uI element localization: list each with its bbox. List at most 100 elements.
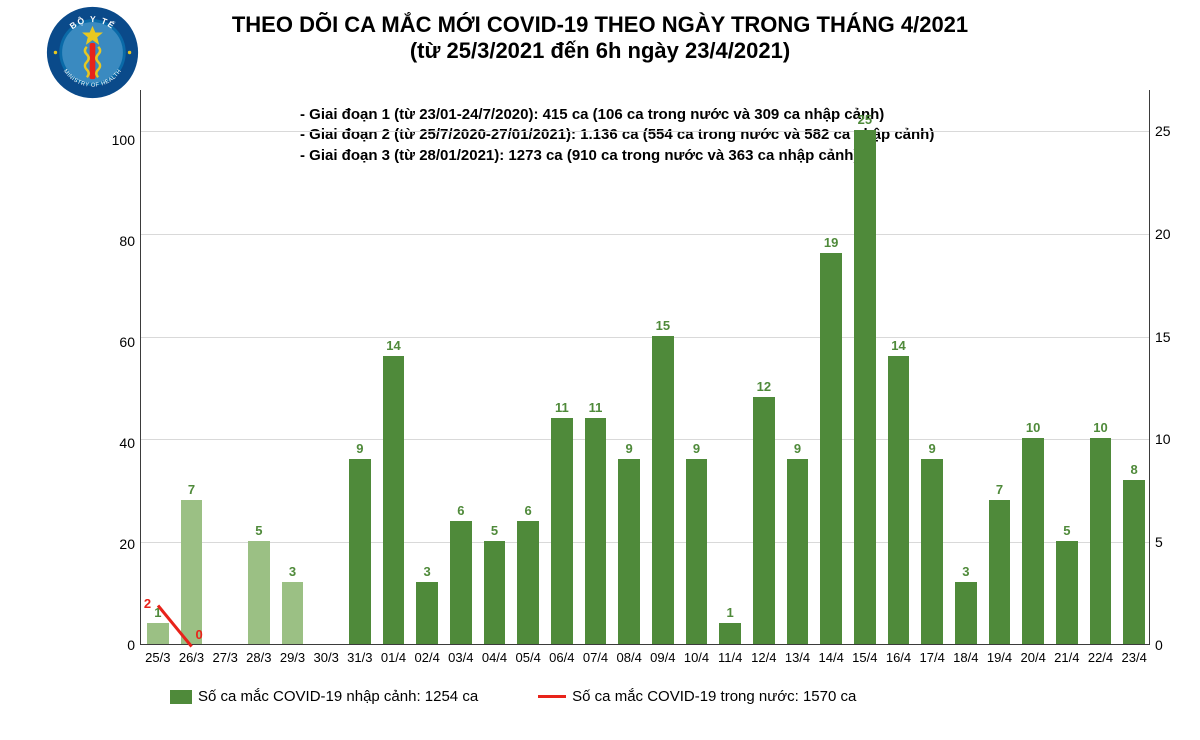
bar: 14 [888, 356, 910, 644]
bar-value-label: 11 [555, 400, 569, 415]
bar-value-label: 10 [1026, 420, 1040, 435]
x-tick-label: 16/4 [886, 650, 911, 665]
bar-value-label: 9 [794, 441, 801, 456]
x-tick-label: 02/4 [415, 650, 440, 665]
legend-item-domestic: Số ca mắc COVID-19 trong nước: 1570 ca [538, 688, 856, 705]
x-tick-label: 19/4 [987, 650, 1012, 665]
bars-container: 17539143656111191591129192514937105108 [141, 90, 1149, 644]
y-right-tick: 25 [1155, 123, 1183, 139]
line-zero-label: 0 [196, 627, 203, 642]
bar: 11 [551, 418, 573, 644]
bar: 5 [248, 541, 270, 644]
bar-value-label: 8 [1131, 462, 1138, 477]
bar: 5 [1056, 541, 1078, 644]
bar-value-label: 9 [693, 441, 700, 456]
x-tick-label: 30/3 [314, 650, 339, 665]
x-tick-label: 26/3 [179, 650, 204, 665]
bar: 3 [282, 582, 304, 644]
x-tick-label: 12/4 [751, 650, 776, 665]
x-tick-label: 15/4 [852, 650, 877, 665]
bar: 19 [820, 253, 842, 644]
y-right-tick: 20 [1155, 226, 1183, 242]
x-tick-label: 23/4 [1122, 650, 1147, 665]
bar-value-label: 19 [824, 235, 838, 250]
bar: 9 [921, 459, 943, 644]
bar: 15 [652, 336, 674, 644]
x-tick-label: 05/4 [516, 650, 541, 665]
bar: 8 [1123, 480, 1145, 644]
bar-value-label: 9 [626, 441, 633, 456]
title-line-2: (từ 25/3/2021 đến 6h ngày 23/4/2021) [0, 38, 1200, 64]
x-tick-label: 09/4 [650, 650, 675, 665]
bar: 9 [787, 459, 809, 644]
bar: 25 [854, 130, 876, 644]
y-right-tick: 15 [1155, 329, 1183, 345]
y-left-tick: 60 [103, 334, 135, 350]
x-tick-label: 21/4 [1054, 650, 1079, 665]
title-line-1: THEO DÕI CA MẮC MỚI COVID-19 THEO NGÀY T… [0, 12, 1200, 38]
y-right-tick: 0 [1155, 637, 1183, 653]
bar-value-label: 10 [1093, 420, 1107, 435]
x-tick-label: 20/4 [1021, 650, 1046, 665]
bar: 11 [585, 418, 607, 644]
bar: 1 [719, 623, 741, 644]
bar-value-label: 25 [858, 112, 872, 127]
y-right-tick: 10 [1155, 431, 1183, 447]
x-tick-label: 14/4 [819, 650, 844, 665]
bar-value-label: 5 [491, 523, 498, 538]
legend-label-1: Số ca mắc COVID-19 nhập cảnh: 1254 ca [198, 688, 478, 705]
y-left-tick: 40 [103, 435, 135, 451]
bar-value-label: 11 [589, 400, 603, 415]
bar-value-label: 3 [289, 564, 296, 579]
x-tick-label: 13/4 [785, 650, 810, 665]
x-tick-label: 07/4 [583, 650, 608, 665]
x-tick-label: 18/4 [953, 650, 978, 665]
x-tick-label: 03/4 [448, 650, 473, 665]
bar-value-label: 6 [525, 503, 532, 518]
x-tick-label: 11/4 [718, 650, 742, 665]
bar-value-label: 6 [457, 503, 464, 518]
bar-value-label: 15 [656, 318, 670, 333]
legend: Số ca mắc COVID-19 nhập cảnh: 1254 ca Số… [170, 688, 856, 705]
bar: 3 [416, 582, 438, 644]
legend-swatch-line-icon [538, 695, 566, 698]
bar: 9 [349, 459, 371, 644]
x-tick-label: 29/3 [280, 650, 305, 665]
y-right-tick: 5 [1155, 534, 1183, 550]
bar-value-label: 7 [188, 482, 195, 497]
bar: 6 [450, 521, 472, 644]
x-tick-label: 31/3 [347, 650, 372, 665]
bar-value-label: 9 [356, 441, 363, 456]
legend-item-imported: Số ca mắc COVID-19 nhập cảnh: 1254 ca [170, 688, 478, 705]
bar: 9 [618, 459, 640, 644]
bar-value-label: 9 [929, 441, 936, 456]
bar-value-label: 5 [1063, 523, 1070, 538]
bar: 6 [517, 521, 539, 644]
line-start-label: 2 [144, 596, 151, 611]
bar-value-label: 7 [996, 482, 1003, 497]
x-tick-label: 17/4 [920, 650, 945, 665]
y-left-tick: 80 [103, 233, 135, 249]
bar-value-label: 1 [727, 605, 734, 620]
y-left-tick: 100 [103, 132, 135, 148]
bar: 12 [753, 397, 775, 644]
x-tick-label: 01/4 [381, 650, 406, 665]
x-tick-label: 08/4 [617, 650, 642, 665]
bar-value-label: 14 [891, 338, 905, 353]
bar-value-label: 3 [424, 564, 431, 579]
x-tick-label: 22/4 [1088, 650, 1113, 665]
chart-header: THEO DÕI CA MẮC MỚI COVID-19 THEO NGÀY T… [0, 0, 1200, 72]
x-tick-label: 27/3 [213, 650, 238, 665]
x-tick-label: 06/4 [549, 650, 574, 665]
y-left-tick: 0 [103, 637, 135, 653]
bar-value-label: 14 [386, 338, 400, 353]
bar: 5 [484, 541, 506, 644]
x-tick-label: 25/3 [145, 650, 170, 665]
chart-area: 0510152025020406080100175391436561111915… [140, 90, 1150, 645]
bar-value-label: 3 [962, 564, 969, 579]
bar: 7 [181, 500, 203, 644]
bar-value-label: 12 [757, 379, 771, 394]
bar: 1 [147, 623, 169, 644]
legend-label-2: Số ca mắc COVID-19 trong nước: 1570 ca [572, 688, 856, 705]
x-tick-label: 10/4 [684, 650, 709, 665]
